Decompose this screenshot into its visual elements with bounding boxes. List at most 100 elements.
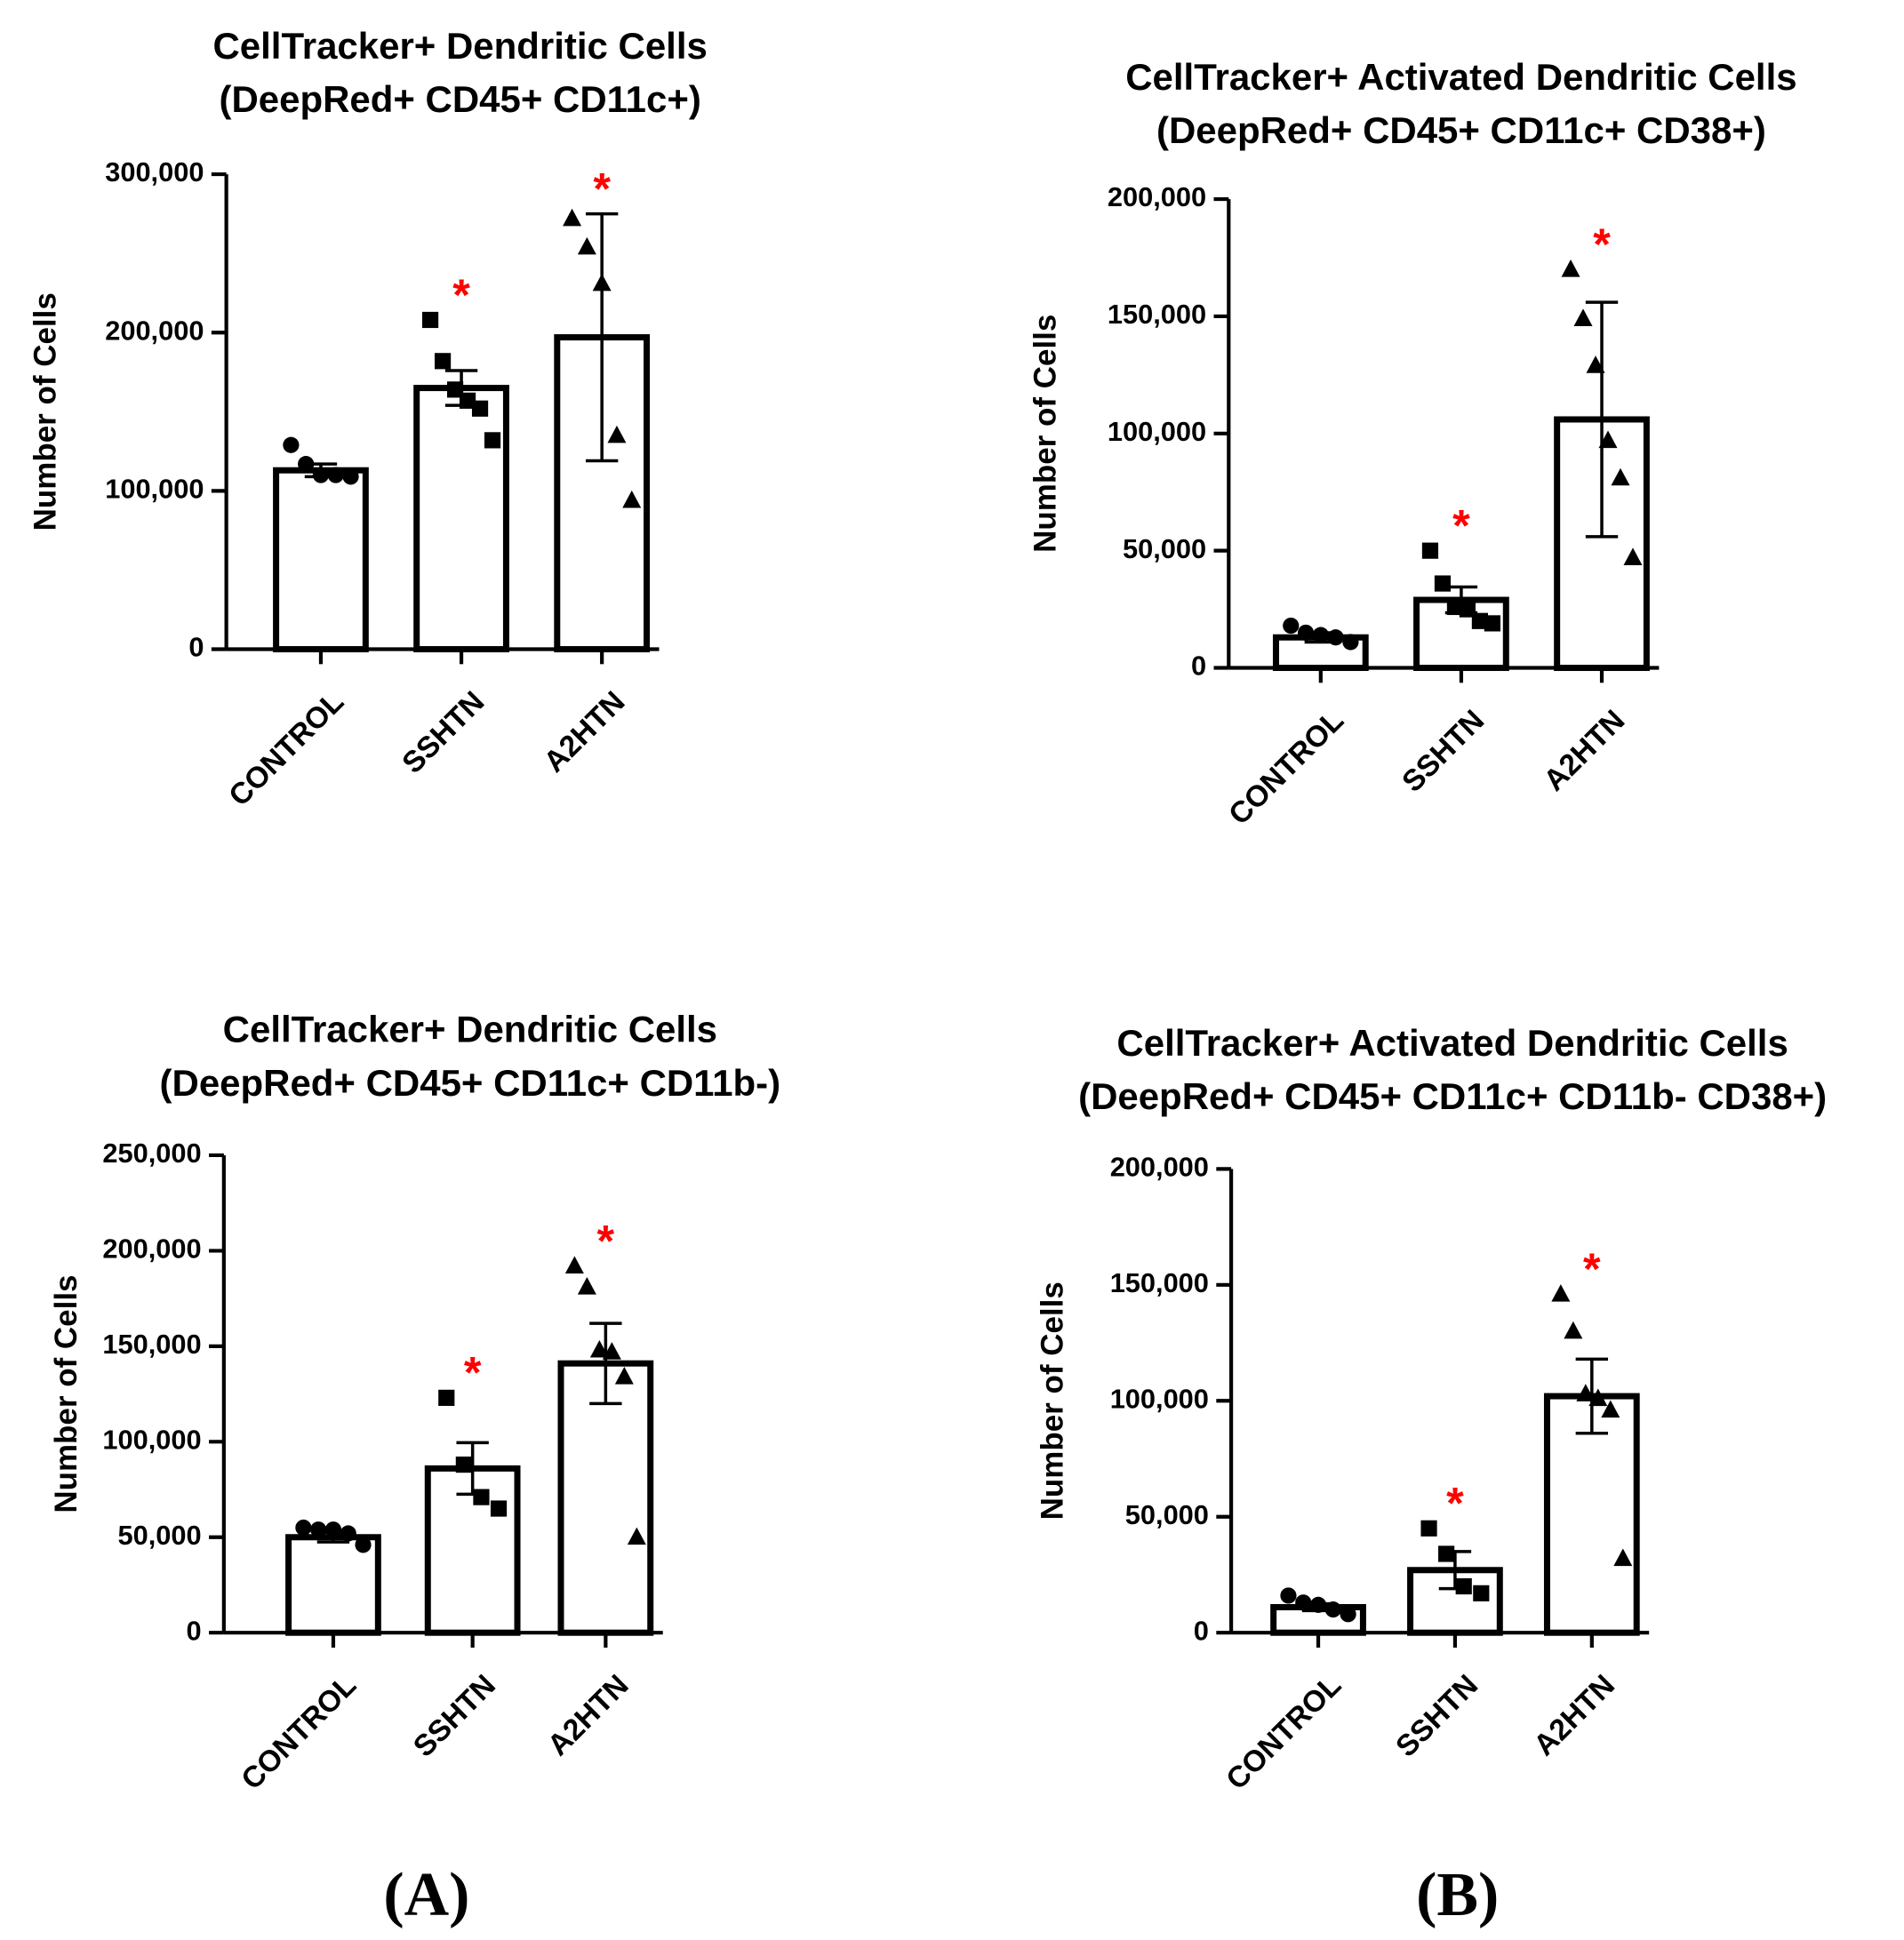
- y-tick-label: 50,000: [1125, 1499, 1209, 1530]
- x-tick-label: CONTROL: [236, 1669, 363, 1796]
- y-axis-label: Number of Cells: [1036, 1281, 1070, 1520]
- x-tick-label: A2HTN: [1538, 704, 1631, 797]
- y-tick-label: 50,000: [118, 1520, 202, 1551]
- data-point: [298, 456, 315, 473]
- data-point: [1438, 1545, 1455, 1562]
- data-point: [1340, 1606, 1356, 1623]
- data-point: [490, 1500, 508, 1517]
- y-tick-label: 100,000: [105, 474, 204, 505]
- data-point: [1434, 575, 1452, 592]
- data-point: [1342, 634, 1359, 651]
- x-tick-label: SSHTN: [407, 1669, 502, 1764]
- y-tick-label: 100,000: [1110, 1383, 1209, 1414]
- data-point: [592, 273, 612, 291]
- data-point: [1586, 355, 1605, 373]
- significance-marker: *: [1593, 219, 1611, 269]
- data-point: [1309, 1596, 1327, 1613]
- significance-marker: *: [1583, 1243, 1601, 1294]
- bar: [413, 385, 509, 653]
- y-tick-label: 200,000: [1108, 181, 1206, 212]
- data-point: [459, 392, 476, 409]
- x-tick-label: CONTROL: [1223, 704, 1350, 831]
- significance-marker: *: [452, 269, 470, 320]
- data-point: [607, 425, 627, 443]
- chart-title: CellTracker+ Activated Dendritic Cells: [1125, 56, 1796, 98]
- chart-subtitle: (DeepRed+ CD45+ CD11c+ CD11b-): [160, 1062, 781, 1104]
- x-tick-label: CONTROL: [1220, 1669, 1348, 1796]
- chart-title: CellTracker+ Dendritic Cells: [223, 1009, 717, 1050]
- data-point: [340, 1525, 356, 1542]
- data-point: [1598, 430, 1618, 449]
- data-point: [1611, 467, 1630, 486]
- data-point: [1420, 1520, 1437, 1537]
- data-point: [1484, 615, 1500, 632]
- data-point: [473, 1489, 490, 1505]
- x-tick-label: CONTROL: [223, 685, 350, 812]
- data-point: [455, 1457, 472, 1473]
- data-point: [1613, 1548, 1633, 1567]
- x-tick-label: A2HTN: [541, 1669, 635, 1762]
- x-tick-label: SSHTN: [396, 685, 492, 780]
- data-point: [1421, 542, 1439, 559]
- data-point: [602, 1342, 621, 1360]
- data-point: [1324, 1601, 1341, 1618]
- y-axis-label: Number of Cells: [49, 1275, 84, 1513]
- data-point: [1283, 617, 1300, 635]
- data-point: [1623, 547, 1643, 565]
- y-tick-label: 150,000: [1108, 299, 1206, 330]
- data-point: [564, 1256, 584, 1273]
- panel-label: (A): [383, 1861, 469, 1929]
- y-tick-label: 150,000: [102, 1329, 201, 1360]
- y-tick-label: 0: [188, 632, 204, 663]
- data-point: [1280, 1587, 1297, 1604]
- data-point: [614, 1367, 634, 1385]
- data-point: [1473, 1585, 1490, 1601]
- data-point: [446, 381, 464, 398]
- data-point: [1312, 627, 1329, 643]
- y-tick-label: 50,000: [1123, 533, 1206, 564]
- data-point: [283, 436, 300, 453]
- data-point: [1576, 1384, 1596, 1401]
- data-point: [622, 490, 642, 508]
- bar: [285, 1534, 381, 1636]
- y-tick-label: 150,000: [1110, 1267, 1209, 1298]
- data-point: [1446, 598, 1464, 616]
- data-point: [577, 236, 596, 255]
- panel-label: (B): [1416, 1861, 1499, 1929]
- bar: [273, 467, 369, 653]
- bar: [1543, 1393, 1640, 1636]
- data-point: [1588, 1388, 1608, 1407]
- data-point: [421, 311, 439, 329]
- y-tick-label: 0: [187, 1615, 202, 1646]
- x-tick-label: A2HTN: [1528, 1669, 1621, 1762]
- data-point: [627, 1527, 646, 1545]
- significance-marker: *: [593, 163, 611, 213]
- error-bar: [589, 1321, 622, 1406]
- data-point: [324, 1521, 342, 1538]
- data-point: [1561, 259, 1580, 277]
- y-tick-label: 0: [1191, 651, 1206, 682]
- data-point: [1295, 1594, 1312, 1611]
- y-tick-label: 100,000: [1108, 416, 1206, 447]
- y-tick-label: 200,000: [105, 315, 204, 346]
- y-axis-label: Number of Cells: [28, 292, 62, 531]
- chart-subtitle: (DeepRed+ CD45+ CD11c+): [219, 78, 700, 120]
- x-tick-label: SSHTN: [1390, 1669, 1485, 1764]
- data-point: [327, 467, 344, 483]
- chart-title: CellTracker+ Activated Dendritic Cells: [1116, 1022, 1788, 1064]
- y-tick-label: 250,000: [102, 1138, 201, 1169]
- data-point: [1564, 1321, 1583, 1339]
- data-point: [1327, 629, 1344, 646]
- x-tick-label: A2HTN: [538, 685, 631, 778]
- significance-marker: *: [597, 1215, 615, 1265]
- data-point: [312, 467, 330, 483]
- data-point: [1297, 624, 1315, 642]
- data-point: [355, 1537, 372, 1553]
- chart-subtitle: (DeepRed+ CD45+ CD11c+ CD38+): [1156, 109, 1766, 151]
- data-point: [1601, 1400, 1620, 1418]
- significance-marker: *: [1452, 499, 1470, 550]
- significance-marker: *: [1446, 1478, 1464, 1529]
- data-point: [563, 208, 582, 227]
- data-point: [434, 353, 452, 370]
